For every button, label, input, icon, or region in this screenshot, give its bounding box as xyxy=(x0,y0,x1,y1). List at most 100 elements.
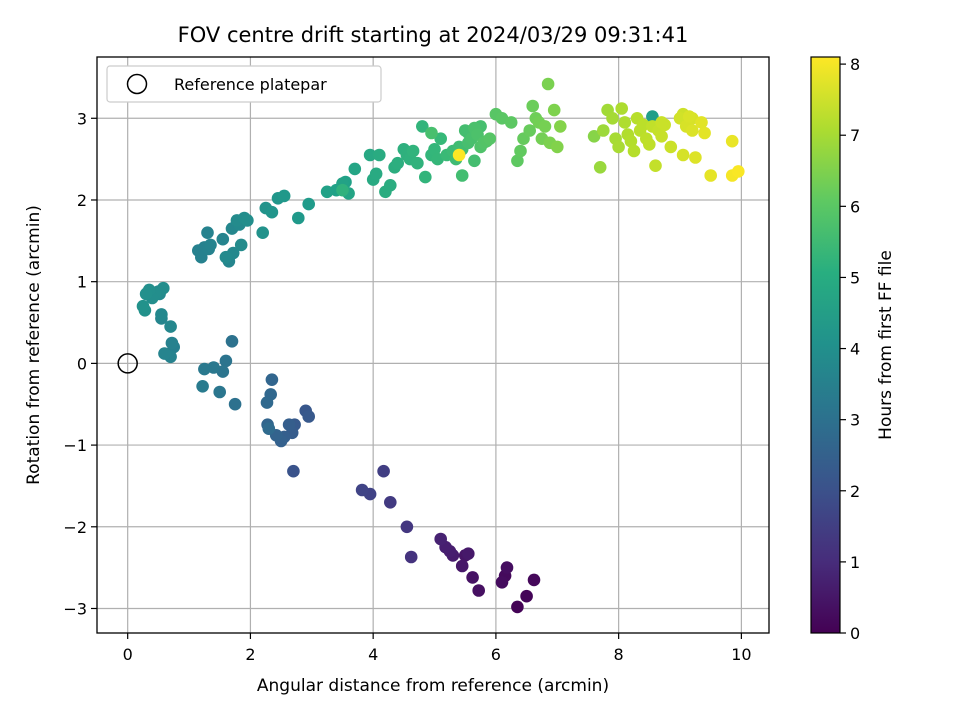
data-point xyxy=(384,179,397,192)
data-point xyxy=(725,134,739,148)
data-point xyxy=(377,464,390,478)
data-point xyxy=(228,397,242,411)
colorbar-tick-label-6: 6 xyxy=(850,197,860,216)
data-point xyxy=(292,211,305,225)
legend-marker xyxy=(126,73,148,95)
data-point xyxy=(204,238,217,252)
data-point xyxy=(384,496,397,509)
data-point xyxy=(265,205,279,219)
data-point xyxy=(260,396,274,409)
colorbar-label: Hours from first FF file xyxy=(876,250,896,440)
data-point xyxy=(348,162,362,176)
data-point xyxy=(277,189,291,203)
data-point xyxy=(606,112,619,125)
data-point xyxy=(265,373,279,387)
y-tick-label-2: −1 xyxy=(63,436,87,455)
x-tick-label-5: 10 xyxy=(731,645,751,664)
y-tick-label-4: 1 xyxy=(77,273,87,292)
x-tick-label-1: 2 xyxy=(245,645,255,664)
data-point xyxy=(404,550,418,564)
y-tick-label-1: −2 xyxy=(63,518,87,537)
y-tick-label-3: 0 xyxy=(77,354,87,373)
data-point xyxy=(466,571,479,584)
data-point xyxy=(434,132,448,145)
data-point xyxy=(468,154,481,168)
y-tick-label-6: 3 xyxy=(77,109,87,128)
data-points xyxy=(136,77,745,614)
data-point xyxy=(597,124,610,137)
colorbar-tick-label-5: 5 xyxy=(850,268,860,287)
data-point xyxy=(618,116,632,129)
data-point xyxy=(523,124,536,137)
data-point xyxy=(538,120,552,133)
data-point xyxy=(541,77,555,91)
data-point xyxy=(241,214,254,227)
chart-title: FOV centre drift starting at 2024/03/29 … xyxy=(178,23,689,47)
reference-point xyxy=(117,353,138,374)
data-point xyxy=(428,143,441,156)
data-point xyxy=(363,148,377,162)
data-point xyxy=(164,320,177,333)
data-point xyxy=(198,362,211,376)
data-point xyxy=(686,124,699,137)
data-point xyxy=(411,156,424,170)
x-axis-ticks: 0 2 4 6 8 10 xyxy=(123,633,752,664)
data-point xyxy=(302,197,316,211)
data-point xyxy=(520,589,533,603)
data-point xyxy=(504,116,518,129)
data-point xyxy=(355,483,369,497)
y-axis-label: Rotation from reference (arcmin) xyxy=(24,205,44,485)
data-point xyxy=(256,226,270,239)
data-point xyxy=(213,385,226,399)
colorbar-tick-label-0: 0 xyxy=(850,624,860,643)
data-point xyxy=(234,238,248,252)
reference-marker xyxy=(117,353,138,374)
data-point xyxy=(462,547,475,560)
data-point xyxy=(165,336,179,350)
colorbar: 0 1 2 3 4 5 6 7 8 Hours from first FF file xyxy=(810,55,896,643)
data-point xyxy=(139,287,153,301)
data-point xyxy=(425,126,438,140)
data-point xyxy=(495,576,509,589)
data-point xyxy=(526,99,539,113)
data-point xyxy=(593,161,607,174)
data-point xyxy=(302,410,316,423)
x-tick-label-3: 6 xyxy=(491,645,501,664)
data-point xyxy=(452,148,466,162)
data-point xyxy=(704,169,717,182)
data-point xyxy=(219,354,233,368)
data-point xyxy=(158,347,171,360)
plot-frame xyxy=(96,56,770,634)
data-point xyxy=(695,116,708,129)
data-point xyxy=(612,140,625,154)
data-point xyxy=(646,110,659,123)
data-point xyxy=(655,116,668,129)
data-point xyxy=(416,120,429,133)
x-tick-label-0: 0 xyxy=(123,645,133,664)
data-point xyxy=(472,584,486,597)
data-point xyxy=(434,532,448,546)
colorbar-tick-label-8: 8 xyxy=(850,55,860,74)
data-point xyxy=(455,559,469,573)
y-tick-label-5: 2 xyxy=(77,191,87,210)
colorbar-gradient xyxy=(810,56,841,634)
data-point xyxy=(455,169,469,182)
data-point xyxy=(615,102,628,115)
data-point xyxy=(698,126,711,140)
data-point xyxy=(527,573,541,587)
data-point xyxy=(643,138,656,151)
colorbar-tick-label-2: 2 xyxy=(850,482,860,501)
x-axis-label: Angular distance from reference (arcmin) xyxy=(257,676,609,696)
data-point xyxy=(287,464,300,478)
data-point xyxy=(511,600,524,614)
data-point xyxy=(196,380,209,393)
data-point xyxy=(511,154,524,168)
data-point xyxy=(587,130,601,143)
data-point xyxy=(500,561,514,574)
data-point xyxy=(406,144,420,158)
data-point xyxy=(624,134,638,148)
data-point xyxy=(136,299,150,313)
legend-label: Reference platepar xyxy=(174,75,327,94)
x-tick-label-2: 4 xyxy=(368,645,378,664)
